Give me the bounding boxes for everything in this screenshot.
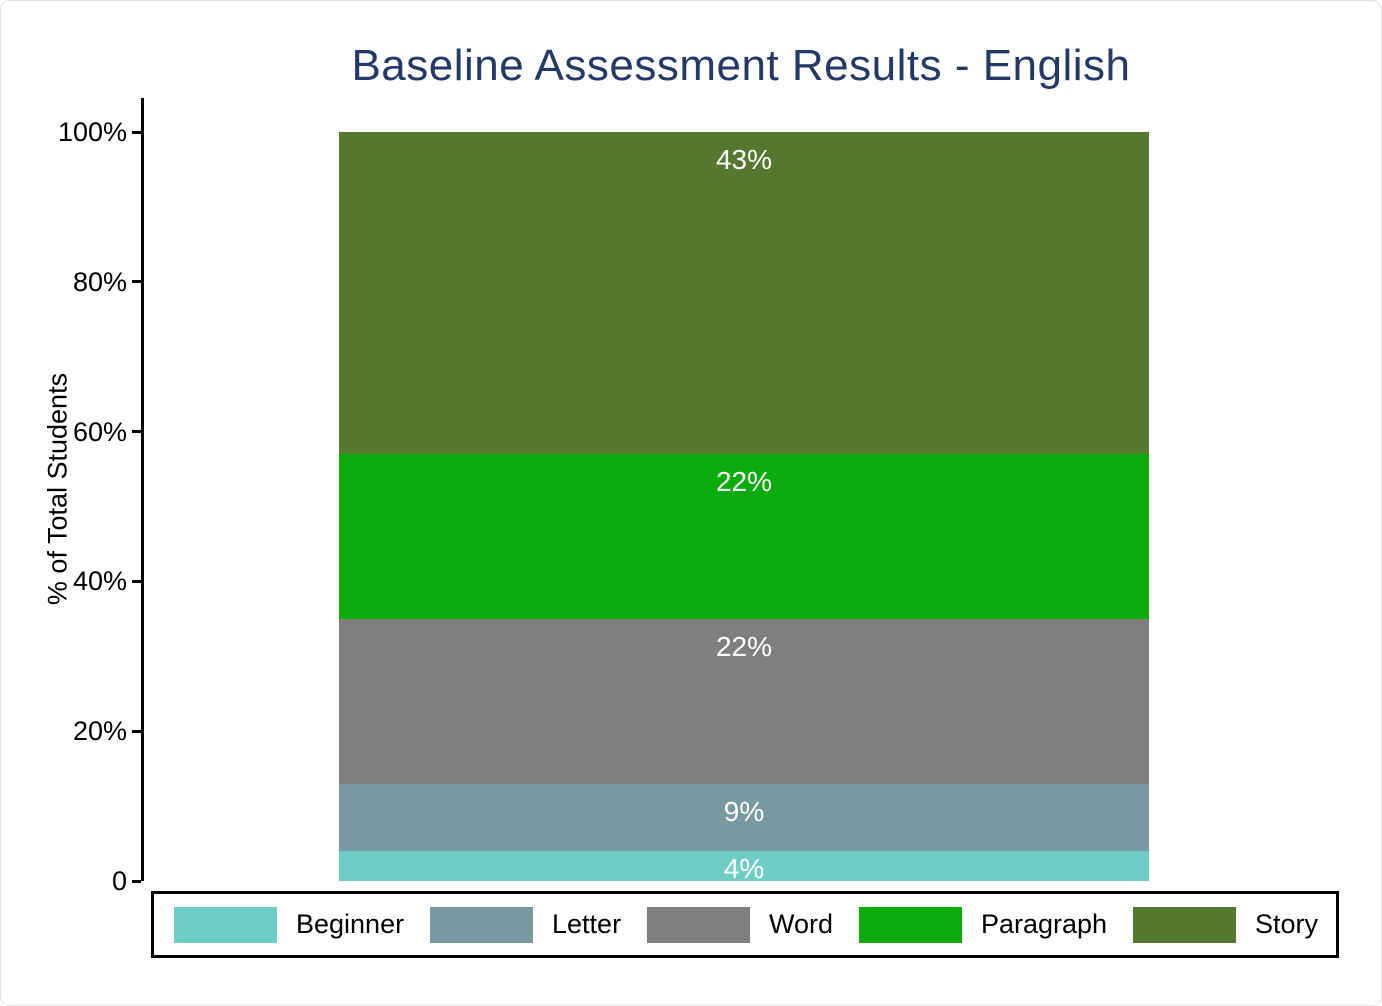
- stacked-bar: 4% 9% 22% 22% 43%: [339, 98, 1149, 885]
- segment-label-word: 22%: [715, 630, 773, 662]
- legend-swatch-story: [1132, 906, 1236, 943]
- legend-label: Letter: [552, 909, 622, 939]
- legend-swatch-paragraph: [858, 906, 962, 943]
- legend-item-paragraph: Paragraph: [858, 906, 1108, 943]
- legend-item-letter: Letter: [430, 906, 622, 943]
- y-tick-label: 100%: [57, 117, 127, 147]
- y-tick-mark: [132, 879, 141, 883]
- y-tick-mark: [132, 430, 141, 434]
- y-tick-label: 80%: [72, 266, 127, 297]
- segment-label-beginner: 4%: [723, 853, 765, 885]
- y-tick-label: 60%: [72, 416, 127, 447]
- legend-label: Paragraph: [980, 909, 1108, 939]
- legend-item-word: Word: [646, 906, 834, 943]
- legend-label: Beginner: [296, 909, 405, 939]
- legend-swatch-letter: [430, 906, 534, 943]
- y-tick-mark: [132, 729, 141, 733]
- bar-segment-story: 43%: [339, 132, 1149, 455]
- legend-label: Word: [768, 909, 834, 939]
- legend-label: Story: [1254, 909, 1318, 939]
- legend-item-story: Story: [1132, 906, 1318, 943]
- y-axis-line: [141, 98, 144, 881]
- y-tick-mark: [132, 130, 141, 134]
- y-tick-label: 40%: [72, 566, 127, 597]
- y-tick-label: 20%: [72, 716, 127, 747]
- chart-title: Baseline Assessment Results - English: [351, 41, 1131, 90]
- segment-label-paragraph: 22%: [715, 466, 773, 498]
- bar-segment-beginner: 4%: [339, 851, 1149, 885]
- bar-segment-letter: 9%: [339, 783, 1149, 852]
- bar-segment-word: 22%: [339, 618, 1149, 784]
- y-tick-label: 0: [111, 866, 127, 896]
- y-tick-mark: [132, 280, 141, 284]
- segment-label-letter: 9%: [723, 795, 765, 827]
- segment-label-story: 43%: [715, 144, 773, 175]
- bar-segment-paragraph: 22%: [339, 454, 1149, 619]
- y-tick-mark: [132, 579, 141, 583]
- legend-item-beginner: Beginner: [174, 906, 405, 943]
- legend-swatch-beginner: [174, 906, 277, 943]
- legend-swatch-word: [646, 906, 750, 943]
- legend: Beginner Letter Word Paragraph Story: [151, 891, 1339, 958]
